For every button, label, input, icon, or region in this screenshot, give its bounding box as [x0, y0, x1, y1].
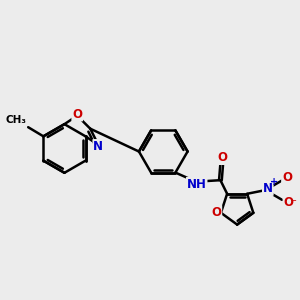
Text: ⁻: ⁻: [291, 198, 297, 208]
Text: O: O: [218, 151, 227, 164]
Text: CH₃: CH₃: [6, 115, 27, 125]
Text: NH: NH: [187, 178, 207, 190]
Text: N: N: [93, 140, 103, 153]
Text: +: +: [270, 177, 278, 187]
Text: O: O: [72, 108, 82, 121]
Text: O: O: [283, 196, 293, 209]
Text: O: O: [282, 172, 292, 184]
Text: N: N: [263, 182, 273, 195]
Text: O: O: [212, 206, 221, 219]
